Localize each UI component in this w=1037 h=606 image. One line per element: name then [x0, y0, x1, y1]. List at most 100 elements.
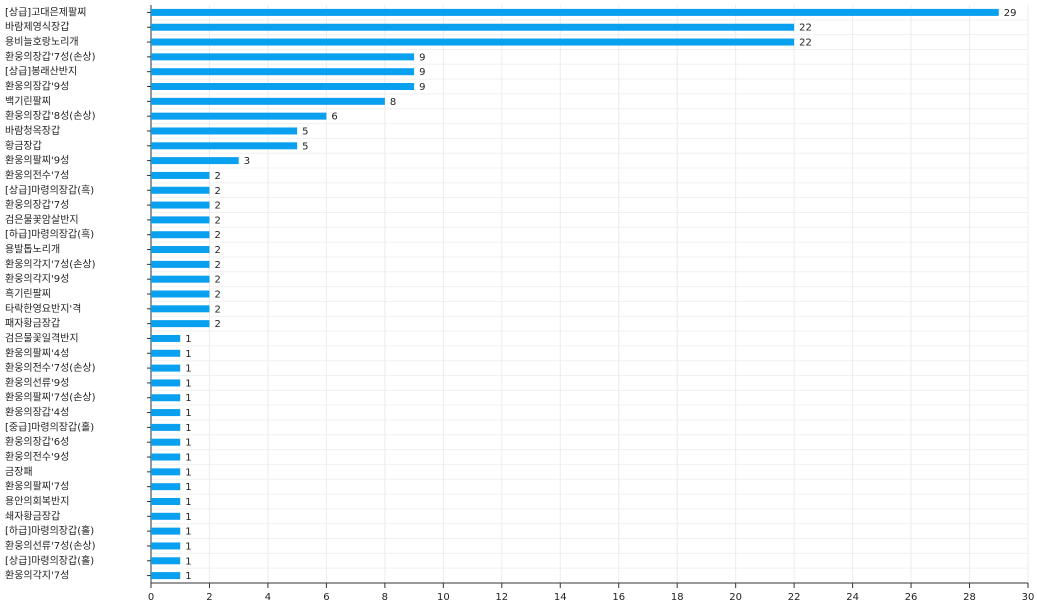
value-label: 2 [214, 260, 220, 271]
bar [151, 512, 181, 520]
bar [151, 527, 181, 535]
y-tick-label: [상급]마령의장갑(홀) [5, 554, 94, 567]
value-label: 1 [185, 541, 191, 552]
y-tick-label: 황금장갑 [5, 140, 42, 152]
value-label: 1 [185, 497, 191, 508]
x-tick-label: 16 [612, 592, 625, 602]
x-tick-label: 10 [437, 592, 450, 602]
bar [151, 423, 181, 431]
y-tick-label: 환웅의팔찌'7성 [5, 481, 69, 493]
y-tick-label: 타락한영요반지'격 [5, 302, 81, 315]
bar [151, 409, 181, 417]
value-label: 2 [214, 201, 220, 212]
value-label: 2 [214, 230, 220, 241]
x-tick-label: 20 [729, 592, 742, 602]
bar [151, 201, 210, 209]
bar [151, 572, 181, 580]
value-label: 1 [185, 556, 191, 567]
bar [151, 379, 181, 387]
value-label: 1 [185, 512, 191, 523]
y-tick-label: 환웅의장갑'7성(손상) [5, 51, 96, 63]
y-tick-label: 패자황금장갑 [5, 318, 60, 330]
value-label: 6 [331, 112, 337, 123]
bar [151, 38, 795, 46]
value-label: 5 [302, 141, 308, 152]
bar [151, 157, 239, 165]
value-label: 2 [214, 319, 220, 330]
value-label: 1 [185, 364, 191, 375]
value-label: 2 [214, 304, 220, 315]
bar [151, 246, 210, 254]
x-tick-label: 4 [265, 592, 271, 602]
bar [151, 216, 210, 224]
y-tick-label: [상급]고대은제팔찌 [5, 6, 86, 18]
y-tick-label: [하급]마령의장갑(홀) [5, 524, 94, 537]
value-label: 1 [185, 571, 191, 582]
value-label: 1 [185, 349, 191, 360]
bar [151, 112, 327, 120]
y-tick-label: 환웅의선류'9성 [5, 377, 69, 389]
bar [151, 497, 181, 505]
x-tick-label: 22 [788, 592, 801, 602]
y-tick-label: 용안의회복반지 [5, 495, 69, 507]
value-label: 1 [185, 393, 191, 404]
x-tick-label: 26 [905, 592, 918, 602]
value-label: 22 [799, 38, 812, 49]
y-tick-label: 환웅의팔찌'9성 [5, 155, 69, 167]
value-label: 2 [214, 186, 220, 197]
bar [151, 171, 210, 179]
value-label: 2 [214, 215, 220, 226]
bar [151, 231, 210, 239]
value-label: 2 [214, 171, 220, 182]
bar [151, 275, 210, 283]
bar [151, 557, 181, 565]
x-tick-label: 24 [846, 592, 859, 602]
y-tick-label: [상급]봉래산반지 [5, 66, 77, 78]
value-label: 2 [214, 245, 220, 256]
bar [151, 142, 298, 150]
value-label: 2 [214, 275, 220, 286]
y-tick-label: 바람청옥장갑 [5, 124, 60, 137]
bar [151, 260, 210, 268]
x-tick-label: 30 [1022, 592, 1035, 602]
y-tick-label: 환웅의전수'7성 [5, 169, 69, 181]
bar [151, 23, 795, 31]
bar [151, 438, 181, 446]
y-tick-label: 환웅의장갑'4성 [5, 407, 69, 419]
bar [151, 83, 415, 91]
bar [151, 468, 181, 476]
value-label: 1 [185, 423, 191, 434]
y-tick-label: 용비늘호랑노리개 [5, 36, 79, 48]
y-tick-label: [하급]마령의장갑(흑) [5, 228, 94, 241]
value-label: 9 [419, 67, 425, 78]
value-label: 3 [244, 156, 250, 167]
y-tick-label: 환웅의장갑'7성 [5, 199, 69, 211]
y-tick-label: 환웅의각지'7성(손상) [5, 258, 96, 270]
x-tick-label: 28 [963, 592, 976, 602]
y-tick-label: 금장패 [5, 466, 33, 478]
y-tick-label: [중급]마령의장갑(홀) [5, 420, 94, 433]
y-tick-label: 백기린팔찌 [5, 95, 51, 107]
value-label: 2 [214, 290, 220, 301]
x-tick-label: 12 [495, 592, 508, 602]
x-tick-label: 8 [382, 592, 388, 602]
y-tick-label: 환웅의장갑'8성(손상) [5, 110, 96, 122]
bar [151, 320, 210, 328]
y-tick-label: 흑기린팔찌 [5, 287, 51, 300]
y-tick-label: 환웅의장갑'9성 [5, 81, 69, 93]
y-tick-label: 환웅의팔찌'7성(손상) [5, 392, 96, 404]
value-label: 5 [302, 126, 308, 137]
y-tick-label: 쇄자황금장갑 [5, 510, 60, 522]
x-tick-label: 0 [148, 592, 154, 602]
bar [151, 8, 999, 16]
value-label: 8 [390, 97, 396, 108]
y-tick-label: [상급]마령의장갑(흑) [5, 183, 94, 196]
value-label: 1 [185, 527, 191, 538]
y-tick-label: 환웅의팔찌'4성 [5, 347, 69, 359]
bar [151, 483, 181, 491]
y-tick-label: 환웅의선류'7성(손상) [5, 540, 96, 552]
y-tick-label: 환웅의전수'7성(손상) [5, 362, 96, 374]
y-tick-label: 환웅의전수'9성 [5, 451, 69, 463]
x-tick-label: 14 [554, 592, 567, 602]
x-tick-label: 2 [206, 592, 212, 602]
